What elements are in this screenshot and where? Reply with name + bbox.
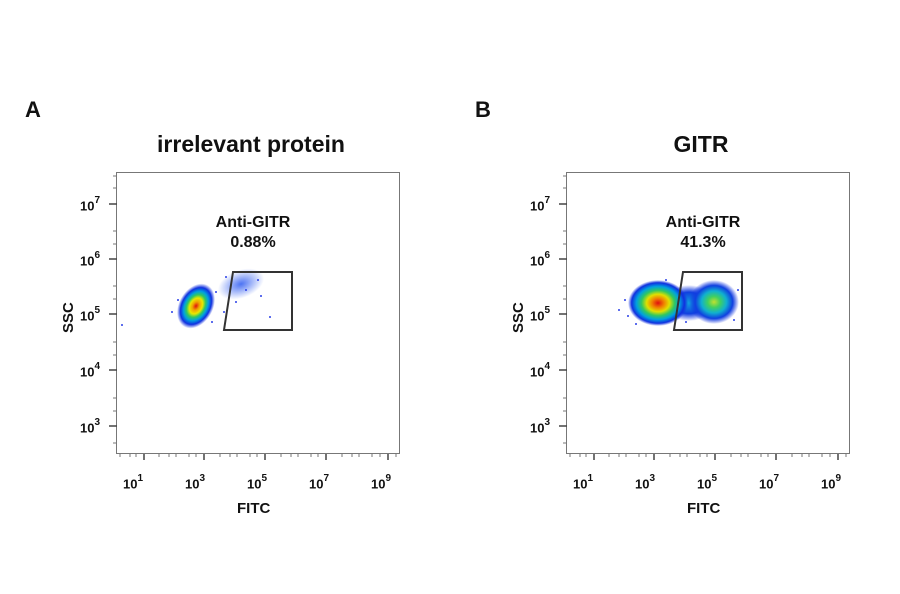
x-tick: 103 [635,473,656,492]
tick-exp: 4 [544,361,551,372]
scatter-density [617,270,743,331]
tick-base: 10 [530,364,545,380]
tick-base: 10 [80,198,95,214]
panel-letter: A [25,97,41,122]
tick-exp: 9 [835,473,842,484]
x-tick: 109 [821,473,842,492]
x-axis-ticks [569,454,847,460]
gate-name: Anti-GITR [665,214,741,231]
tick-base: 10 [530,253,545,269]
tick-base: 10 [80,364,95,380]
x-axis-label: FITC [687,500,721,517]
y-tick: 107 [530,195,551,214]
tick-base: 10 [185,476,200,492]
y-tick: 106 [530,250,551,269]
tick-base: 10 [371,476,386,492]
tick-base: 10 [80,420,95,436]
y-axis-label: SSC [60,302,77,333]
tick-exp: 9 [385,473,392,484]
y-axis-ticks [109,175,117,444]
tick-exp: 7 [773,473,780,484]
x-tick: 101 [573,473,594,492]
y-tick: 105 [530,305,551,324]
plot-area [566,172,850,454]
tick-base: 10 [821,476,836,492]
tick-base: 10 [530,420,545,436]
panel-b: B GITR [450,0,900,594]
y-tick: 103 [530,417,551,436]
gate-percent: 41.3% [680,234,726,251]
x-axis-label: FITC [237,500,271,517]
tick-base: 10 [530,308,545,324]
panel-letter: B [475,97,491,122]
tick-base: 10 [247,476,262,492]
tick-base: 10 [80,308,95,324]
tick-exp: 6 [544,250,551,261]
scatter-density [120,267,293,331]
y-tick: 103 [80,417,101,436]
tick-base: 10 [309,476,324,492]
chart-title: GITR [673,131,729,157]
tick-base: 10 [123,476,138,492]
tick-base: 10 [573,476,588,492]
tick-exp: 5 [711,473,718,484]
x-tick: 109 [371,473,392,492]
gate-polygon [672,270,743,331]
x-tick: 101 [123,473,144,492]
gate-percent: 0.88% [230,234,276,251]
tick-exp: 6 [94,250,101,261]
y-tick: 104 [530,361,551,380]
gate-polygon [222,270,293,331]
tick-base: 10 [80,253,95,269]
tick-exp: 1 [137,473,144,484]
tick-base: 10 [759,476,774,492]
tick-exp: 3 [94,417,101,428]
x-tick: 105 [247,473,268,492]
x-axis-ticks [119,454,397,460]
tick-base: 10 [530,198,545,214]
tick-exp: 5 [544,305,551,316]
tick-exp: 1 [587,473,594,484]
y-axis-label: SSC [510,302,527,333]
panel-a: A irrelevant protein [25,97,400,517]
x-tick: 107 [759,473,780,492]
tick-exp: 7 [323,473,330,484]
tick-exp: 3 [544,417,551,428]
y-tick: 107 [80,195,101,214]
tick-base: 10 [635,476,650,492]
tick-exp: 7 [544,195,551,206]
tick-exp: 4 [94,361,101,372]
x-tick: 107 [309,473,330,492]
y-tick: 106 [80,250,101,269]
tick-exp: 3 [199,473,206,484]
tick-exp: 5 [94,305,101,316]
y-tick: 104 [80,361,101,380]
chart-title: irrelevant protein [157,131,345,157]
plot-area [116,172,400,454]
gate-label: Anti-GITR 41.3% [623,213,783,253]
tick-base: 10 [697,476,712,492]
gate-label: Anti-GITR 0.88% [173,213,333,253]
tick-exp: 7 [94,195,101,206]
y-axis-ticks [559,175,567,444]
gate-name: Anti-GITR [215,214,291,231]
x-tick: 105 [697,473,718,492]
y-tick: 105 [80,305,101,324]
tick-exp: 3 [649,473,656,484]
tick-exp: 5 [261,473,268,484]
x-tick: 103 [185,473,206,492]
